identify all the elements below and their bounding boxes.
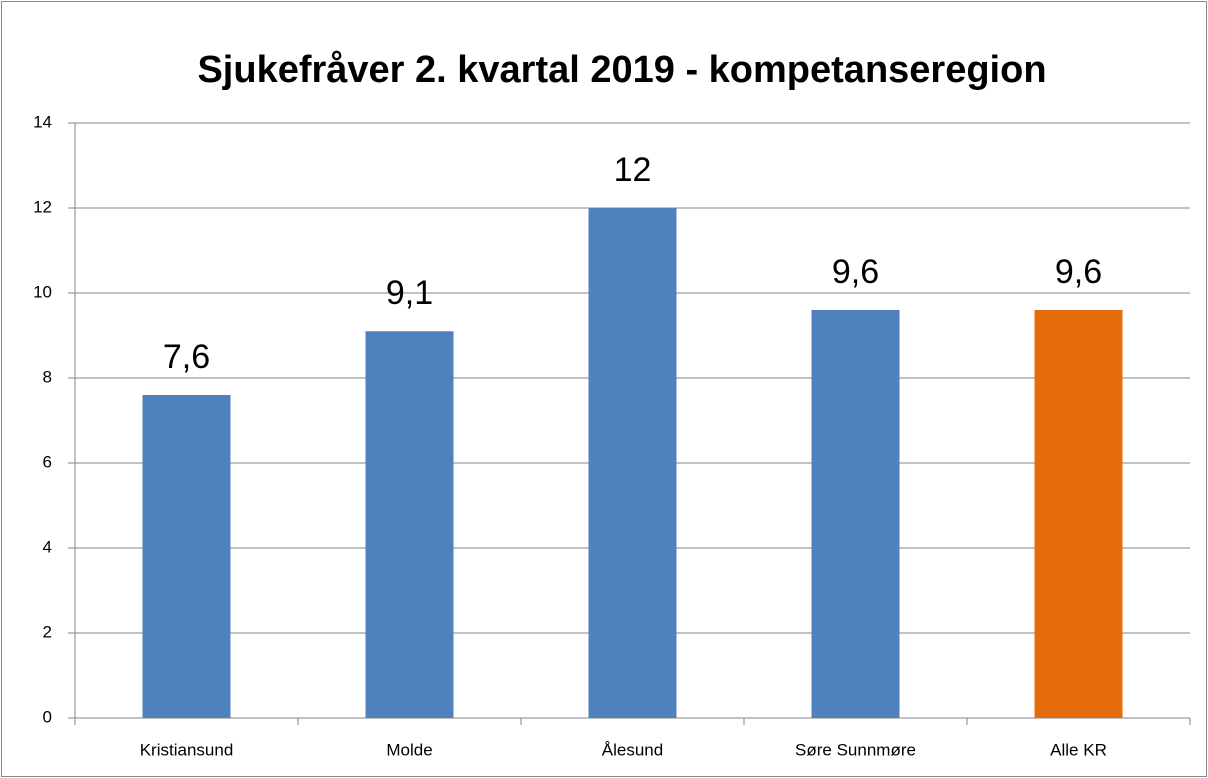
bar [365,331,454,718]
y-tick-label: 2 [43,622,52,641]
bar [588,208,677,718]
y-tick-label: 4 [43,537,52,556]
data-label: 7,6 [163,338,210,376]
bar [1034,310,1123,718]
x-tick-label: Søre Sunnmøre [795,740,916,759]
y-tick-label: 12 [33,197,52,216]
bar [142,395,231,718]
x-tick-label: Ålesund [602,740,663,759]
chart-title: Sjukefråver 2. kvartal 2019 - kompetanse… [197,49,1046,91]
bar [811,310,900,718]
y-tick-label: 14 [33,112,52,131]
x-tick-label: Kristiansund [140,740,234,759]
data-label: 9,6 [1055,253,1102,291]
y-tick-label: 6 [43,452,52,471]
y-tick-label: 10 [33,282,52,301]
y-tick-label: 8 [43,367,52,386]
x-tick-label: Molde [386,740,432,759]
data-label: 9,6 [832,253,879,291]
data-label: 9,1 [386,274,433,312]
x-tick-label: Alle KR [1050,740,1107,759]
y-tick-label: 0 [43,707,52,726]
data-label: 12 [614,151,652,189]
